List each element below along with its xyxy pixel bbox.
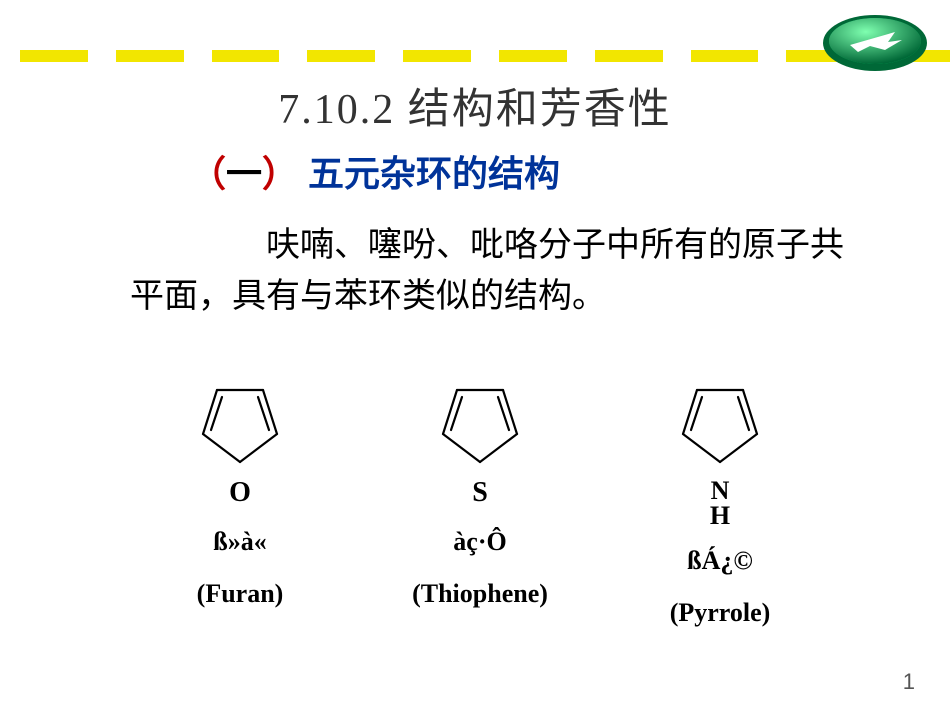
structure-pyrrole: NH ßÁ¿© (Pyrrole)	[620, 370, 820, 628]
heteroatom-label: NH	[710, 479, 730, 528]
body-paragraph: 呋喃、噻吩、吡咯分子中所有的原子共平面，具有与苯环类似的结构。	[130, 220, 850, 322]
pyrrole-ring-icon	[655, 370, 785, 485]
structure-thiophene: S àç·Ô (Thiophene)	[380, 370, 580, 628]
section-subtitle: （一） 五元杂环的结构	[190, 145, 560, 197]
dash-segment	[116, 50, 184, 62]
section-number: 一	[226, 153, 262, 194]
compound-cn-name: ßÁ¿©	[687, 546, 753, 576]
heteroatom-label: O	[229, 477, 251, 509]
dash-segment	[307, 50, 375, 62]
furan-ring-icon	[175, 370, 305, 485]
dash-segment	[212, 50, 280, 62]
compound-en-name: (Furan)	[197, 579, 284, 609]
dash-segment	[20, 50, 88, 62]
page-number: 1	[903, 669, 915, 695]
structure-furan: O ß»à« (Furan)	[140, 370, 340, 628]
dash-segment	[403, 50, 471, 62]
compound-cn-name: àç·Ô	[453, 527, 506, 557]
plane-badge-icon	[820, 10, 930, 75]
page-title: 7.10.2 结构和芳香性	[0, 75, 950, 136]
thiophene-ring-icon	[415, 370, 545, 485]
paren-close: ）	[262, 153, 298, 194]
compound-cn-name: ß»à«	[213, 527, 266, 557]
subtitle-text: 五元杂环的结构	[298, 153, 560, 194]
compound-en-name: (Thiophene)	[412, 579, 548, 609]
paren-open: （	[190, 153, 226, 194]
structures-row: O ß»à« (Furan) S àç·Ô (Thiophene)	[140, 370, 820, 628]
dashed-divider	[0, 50, 950, 62]
compound-en-name: (Pyrrole)	[670, 598, 771, 628]
heteroatom-label: S	[472, 477, 488, 509]
dash-segment	[595, 50, 663, 62]
dash-segment	[499, 50, 567, 62]
dash-segment	[691, 50, 759, 62]
